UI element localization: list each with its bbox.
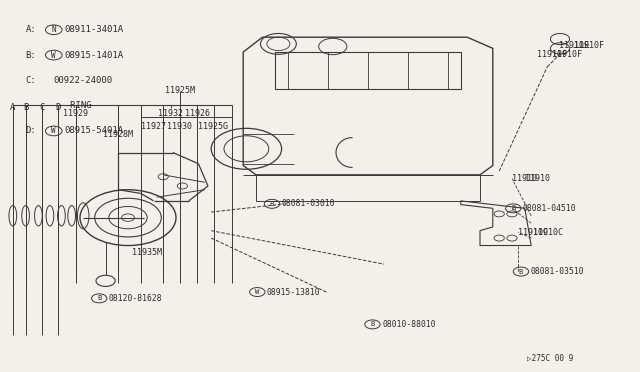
- Text: 11932: 11932: [158, 109, 184, 118]
- Text: 11930: 11930: [167, 122, 193, 131]
- Text: 11910F: 11910F: [574, 41, 604, 50]
- Text: 11926: 11926: [184, 109, 210, 118]
- Text: 08911-3401A: 08911-3401A: [64, 25, 123, 34]
- Text: 11925M: 11925M: [166, 86, 195, 94]
- Text: 00922-24000: 00922-24000: [54, 76, 113, 85]
- Text: B: B: [371, 321, 374, 327]
- Text: D:: D:: [26, 126, 36, 135]
- Text: W: W: [255, 289, 259, 295]
- Text: 11910F: 11910F: [552, 50, 582, 59]
- Text: 08915-5401A: 08915-5401A: [64, 126, 123, 135]
- Text: B: B: [519, 269, 523, 275]
- Text: 11910C: 11910C: [518, 228, 548, 237]
- Text: A:: A:: [26, 25, 36, 34]
- Text: 08915-13810: 08915-13810: [267, 288, 321, 296]
- Text: ▷275C 00 9: ▷275C 00 9: [527, 353, 573, 362]
- Text: B: B: [23, 103, 28, 112]
- Text: B:: B:: [26, 51, 36, 60]
- Text: B: B: [511, 205, 515, 211]
- Text: 11910: 11910: [512, 174, 538, 183]
- Text: 08081-03510: 08081-03510: [531, 267, 584, 276]
- Text: 08010-88010: 08010-88010: [382, 320, 436, 329]
- Text: N: N: [51, 25, 56, 34]
- Text: RING: RING: [54, 101, 92, 110]
- Text: W: W: [51, 126, 56, 135]
- Text: 08120-81628: 08120-81628: [109, 294, 163, 303]
- Text: 11928M: 11928M: [104, 130, 133, 139]
- Text: B: B: [97, 295, 101, 301]
- Text: W: W: [51, 51, 56, 60]
- Text: 11910F: 11910F: [537, 50, 566, 59]
- Text: 08081-03010: 08081-03010: [282, 199, 335, 208]
- Text: 08081-04510: 08081-04510: [523, 204, 577, 213]
- Text: 11910F: 11910F: [559, 41, 589, 50]
- Text: 11910C: 11910C: [533, 228, 563, 237]
- Text: A: A: [10, 103, 15, 112]
- Text: 11910: 11910: [525, 174, 550, 183]
- Text: 11935M: 11935M: [132, 248, 162, 257]
- Text: 11929: 11929: [63, 109, 88, 118]
- Text: 11925G: 11925G: [198, 122, 228, 131]
- Text: B: B: [270, 201, 274, 207]
- Text: C:: C:: [26, 76, 36, 85]
- Text: D: D: [55, 103, 60, 112]
- Text: 08915-1401A: 08915-1401A: [64, 51, 123, 60]
- Text: C: C: [39, 103, 44, 112]
- Text: 11927: 11927: [141, 122, 166, 131]
